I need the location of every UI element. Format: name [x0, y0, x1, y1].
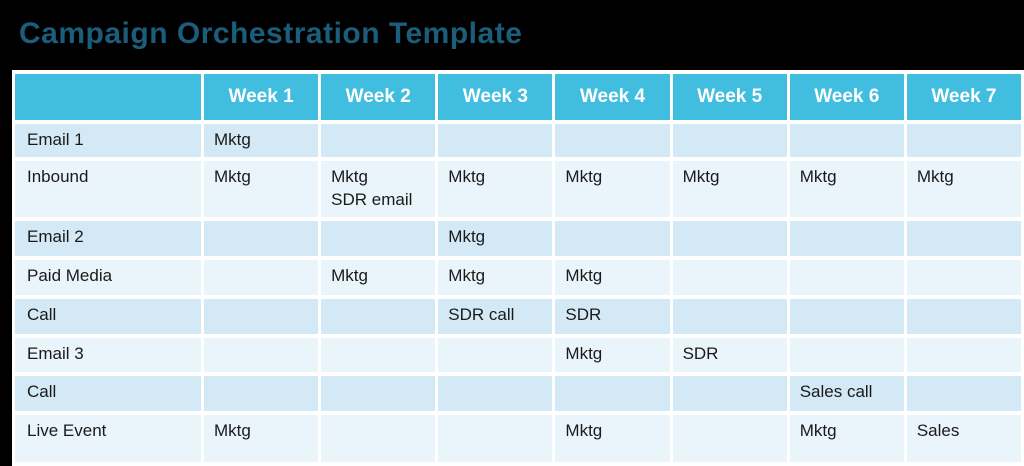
cell — [321, 415, 436, 462]
column-header-week7: Week 7 — [906, 74, 1021, 120]
column-header-week2: Week 2 — [321, 74, 436, 120]
cell — [672, 376, 787, 411]
table-row: Live Event Mktg Mktg Mktg Sales — [15, 415, 1021, 462]
column-header-week3: Week 3 — [438, 74, 553, 120]
campaign-table-container: Week 1 Week 2 Week 3 Week 4 Week 5 Week … — [12, 70, 1024, 466]
row-label: Inbound — [15, 161, 201, 217]
cell — [555, 376, 670, 411]
cell — [204, 338, 319, 372]
row-label: Paid Media — [15, 260, 201, 295]
table-row: Email 2 Mktg — [15, 221, 1021, 256]
cell — [789, 338, 904, 372]
table-body: Email 1 Mktg Inbound Mktg Mktg SDR email Mktg… — [15, 124, 1021, 462]
cell: Mktg — [204, 124, 319, 157]
cell — [789, 221, 904, 256]
cell — [438, 376, 553, 411]
page-title: Campaign Orchestration Template — [19, 17, 523, 50]
column-header-week5: Week 5 — [672, 74, 787, 120]
column-header-week6: Week 6 — [789, 74, 904, 120]
cell — [204, 221, 319, 256]
row-label: Live Event — [15, 415, 201, 462]
cell: Mktg — [555, 338, 670, 372]
cell — [555, 124, 670, 157]
cell — [789, 260, 904, 295]
table-row: Inbound Mktg Mktg SDR email Mktg Mktg Mktg Mkt… — [15, 161, 1021, 217]
cell — [204, 299, 319, 334]
row-label: Call — [15, 299, 201, 334]
cell: SDR — [555, 299, 670, 334]
row-label: Email 1 — [15, 124, 201, 157]
cell: Mktg — [555, 161, 670, 217]
cell — [321, 299, 436, 334]
table-row: Paid Media Mktg Mktg Mktg — [15, 260, 1021, 295]
cell — [438, 124, 553, 157]
campaign-table: Week 1 Week 2 Week 3 Week 4 Week 5 Week … — [12, 70, 1024, 466]
cell: Mktg — [906, 161, 1021, 217]
cell — [672, 124, 787, 157]
cell — [321, 376, 436, 411]
cell — [672, 221, 787, 256]
cell — [672, 415, 787, 462]
cell — [204, 376, 319, 411]
cell — [438, 338, 553, 372]
cell — [321, 124, 436, 157]
table-header-row: Week 1 Week 2 Week 3 Week 4 Week 5 Week … — [15, 74, 1021, 120]
column-header-blank — [15, 74, 201, 120]
cell — [906, 299, 1021, 334]
table-row: Call Sales call — [15, 376, 1021, 411]
cell: Mktg — [555, 260, 670, 295]
cell: Mktg — [321, 260, 436, 295]
cell: Mktg — [789, 161, 904, 217]
cell — [906, 376, 1021, 411]
cell — [321, 221, 436, 256]
cell: SDR — [672, 338, 787, 372]
cell — [789, 124, 904, 157]
column-header-week4: Week 4 — [555, 74, 670, 120]
column-header-week1: Week 1 — [204, 74, 319, 120]
cell: Mktg — [555, 415, 670, 462]
row-label: Call — [15, 376, 201, 411]
table-row: Email 1 Mktg — [15, 124, 1021, 157]
cell: Sales call — [789, 376, 904, 411]
cell: SDR call — [438, 299, 553, 334]
table-row: Call SDR call SDR — [15, 299, 1021, 334]
cell: Mktg — [204, 415, 319, 462]
cell — [204, 260, 319, 295]
cell — [321, 338, 436, 372]
cell — [906, 221, 1021, 256]
cell — [672, 260, 787, 295]
cell: Mktg — [438, 260, 553, 295]
cell — [555, 221, 670, 256]
cell — [789, 299, 904, 334]
cell: Mktg — [672, 161, 787, 217]
table-row: Email 3 Mktg SDR — [15, 338, 1021, 372]
cell — [906, 260, 1021, 295]
cell: Mktg — [789, 415, 904, 462]
cell — [438, 415, 553, 462]
cell — [906, 124, 1021, 157]
row-label: Email 3 — [15, 338, 201, 372]
cell: Mktg SDR email — [321, 161, 436, 217]
cell: Mktg — [204, 161, 319, 217]
cell: Mktg — [438, 221, 553, 256]
cell — [672, 299, 787, 334]
row-label: Email 2 — [15, 221, 201, 256]
cell: Mktg — [438, 161, 553, 217]
cell — [906, 338, 1021, 372]
cell: Sales — [906, 415, 1021, 462]
